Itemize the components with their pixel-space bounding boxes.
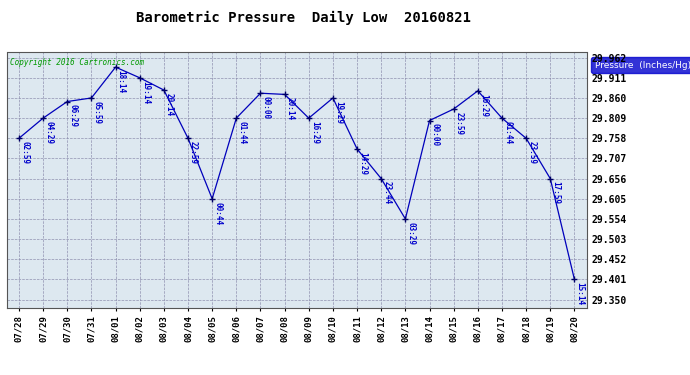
Text: 23:59: 23:59 — [455, 112, 464, 135]
Text: 23:59: 23:59 — [527, 141, 536, 164]
Text: 03:29: 03:29 — [406, 222, 415, 245]
Legend: Pressure  (Inches/Hg): Pressure (Inches/Hg) — [591, 57, 690, 73]
Text: 19:14: 19:14 — [141, 81, 150, 104]
Text: 20:14: 20:14 — [165, 93, 174, 116]
Text: 05:59: 05:59 — [92, 101, 101, 124]
Text: 00:44: 00:44 — [213, 201, 222, 225]
Text: 14:29: 14:29 — [358, 152, 367, 175]
Text: 04:29: 04:29 — [44, 121, 53, 144]
Text: 00:00: 00:00 — [431, 123, 440, 146]
Text: 19:29: 19:29 — [334, 101, 343, 124]
Text: Barometric Pressure  Daily Low  20160821: Barometric Pressure Daily Low 20160821 — [136, 11, 471, 26]
Text: 16:29: 16:29 — [310, 121, 319, 144]
Text: 06:29: 06:29 — [68, 104, 77, 128]
Text: 01:44: 01:44 — [237, 121, 246, 144]
Text: 15:14: 15:14 — [575, 282, 584, 305]
Text: 01:44: 01:44 — [503, 121, 512, 144]
Text: 23:44: 23:44 — [382, 182, 391, 204]
Text: 20:14: 20:14 — [286, 97, 295, 120]
Text: 02:59: 02:59 — [20, 141, 29, 164]
Text: 16:29: 16:29 — [479, 94, 488, 117]
Text: 18:14: 18:14 — [117, 70, 126, 93]
Text: 00:00: 00:00 — [262, 96, 270, 119]
Text: Copyright 2016 Cartronics.com: Copyright 2016 Cartronics.com — [10, 58, 144, 67]
Text: 17:59: 17:59 — [551, 182, 560, 204]
Text: 22:59: 22:59 — [189, 141, 198, 164]
